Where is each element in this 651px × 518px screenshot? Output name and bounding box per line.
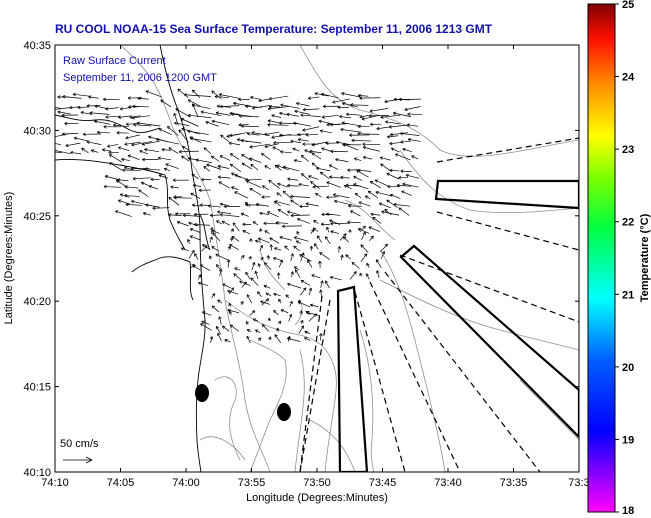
x-tick-label: 73:40: [434, 477, 462, 489]
coastline: [55, 45, 211, 472]
colorbar: [587, 3, 616, 513]
x-tick-label: 73:45: [369, 477, 397, 489]
legend-line-1: Raw Surface Current: [63, 55, 166, 67]
x-tick-label: 74:10: [41, 477, 69, 489]
scale-label: 50 cm/s: [60, 438, 99, 450]
x-tick-label: 73:3: [568, 477, 589, 489]
transect-outlines: [336, 179, 579, 472]
bathymetry-contours: [119, 45, 579, 472]
y-tick-label: 40:10: [23, 467, 51, 479]
x-axis: 74:10 74:05 74:00 73:55 73:50 73:45 73:40 73:35…: [41, 45, 590, 489]
colorbar-tick-label: 24: [622, 72, 635, 84]
colorbar-tick-label: 23: [622, 144, 634, 156]
y-tick-label: 40:25: [23, 211, 51, 223]
x-tick-label: 74:05: [107, 477, 135, 489]
dashed-transect-lines: [299, 137, 579, 472]
x-tick-label: 73:35: [500, 477, 528, 489]
surface-current-vectors: [55, 88, 422, 344]
y-tick-label: 40:15: [23, 382, 51, 394]
y-tick-label: 40:20: [23, 296, 51, 308]
x-tick-label: 74:00: [172, 477, 200, 489]
scale-arrow: [63, 456, 93, 464]
colorbar-tick-label: 22: [622, 217, 634, 229]
colorbar-tick-label: 18: [622, 505, 634, 517]
colorbar-tick-label: 25: [622, 0, 634, 11]
legend-line-2: September 11, 2006 1200 GMT: [63, 72, 217, 84]
station-marker: [277, 403, 291, 421]
station-marker: [195, 384, 209, 402]
colorbar-tick-label: 21: [622, 289, 634, 301]
x-tick-label: 73:55: [238, 477, 266, 489]
colorbar-label: Temperature (°C): [639, 213, 651, 302]
y-axis: 40:35 40:30 40:25 40:20 40:15 40:10: [23, 40, 579, 479]
y-axis-label: Latitude (Degrees:Minutes): [3, 192, 15, 325]
x-tick-label: 73:50: [303, 477, 331, 489]
y-tick-label: 40:35: [23, 40, 51, 52]
x-axis-label: Longitude (Degrees:Minutes): [246, 492, 388, 504]
y-tick-label: 40:30: [23, 125, 51, 137]
map-title: RU COOL NOAA-15 Sea Surface Temperature:…: [55, 22, 493, 36]
colorbar-ticks: 25 24 23 22 21 20 19 18: [615, 0, 635, 517]
colorbar-tick-label: 19: [622, 434, 634, 446]
colorbar-tick-label: 20: [622, 362, 634, 374]
